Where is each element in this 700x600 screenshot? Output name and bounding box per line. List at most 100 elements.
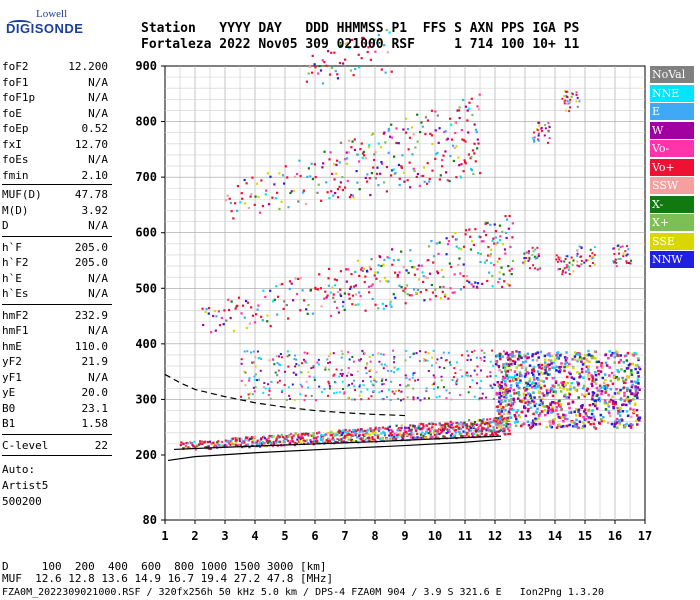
echo-point [452, 435, 455, 438]
echo-point [528, 267, 531, 270]
echo-point [250, 306, 253, 309]
echo-point [470, 97, 473, 100]
echo-point [501, 355, 504, 358]
echo-point [341, 380, 344, 383]
echo-point [576, 96, 579, 99]
echo-point [541, 372, 545, 376]
echo-point [237, 437, 240, 440]
echo-point [497, 423, 501, 427]
echo-point [479, 424, 482, 427]
echo-point [372, 390, 375, 393]
echo-point [504, 385, 507, 388]
echo-point [546, 411, 550, 415]
echo-point [628, 424, 631, 428]
echo-point [391, 169, 394, 172]
echo-point [528, 379, 531, 383]
echo-point [582, 415, 585, 419]
echo-point [391, 390, 394, 393]
echo-point [555, 426, 559, 429]
echo-point [425, 289, 428, 292]
echo-point [473, 369, 476, 372]
echo-point [551, 376, 555, 380]
echo-point [338, 391, 341, 394]
echo-point [394, 171, 397, 175]
echo-point [623, 394, 626, 397]
param-b0: B0 23.1 [2, 402, 108, 416]
echo-point [612, 405, 615, 409]
header-values: Fortaleza 2022 Nov05 309 021000 RSF 1 71… [141, 37, 580, 52]
echo-point [417, 264, 420, 267]
echo-point [500, 399, 503, 402]
echo-point [504, 366, 507, 369]
echo-point [353, 138, 356, 141]
echo-point [411, 153, 414, 156]
echo-point [418, 423, 421, 426]
echo-point [336, 433, 339, 436]
echo-point [578, 412, 582, 416]
echo-point [362, 439, 366, 443]
echo-point [575, 91, 578, 94]
echo-point [348, 429, 351, 432]
echo-point [358, 385, 361, 388]
echo-point [330, 172, 334, 176]
echo-point [468, 419, 471, 422]
echo-point [346, 435, 349, 439]
echo-point [266, 320, 269, 323]
echo-point [608, 411, 611, 415]
echo-point [501, 285, 504, 289]
echo-point [587, 416, 591, 419]
echo-point [308, 65, 311, 68]
echo-point [512, 408, 515, 412]
echo-point [605, 364, 609, 367]
echo-point [310, 71, 314, 74]
param-label: foEp [2, 122, 29, 135]
echo-point [543, 408, 547, 412]
echo-point [416, 432, 419, 435]
echo-point [545, 389, 549, 392]
echo-point [398, 177, 401, 180]
echo-point [427, 369, 430, 372]
echo-point [549, 419, 552, 423]
echo-point [400, 250, 403, 253]
echo-point [440, 428, 443, 432]
echo-point [583, 261, 586, 264]
echo-point [619, 257, 622, 260]
echo-point [376, 271, 379, 274]
echo-point [425, 390, 428, 393]
echo-point [473, 349, 476, 352]
y-tick-label: 500 [135, 281, 157, 295]
echo-point [621, 409, 625, 413]
echo-point [304, 432, 308, 435]
echo-point [622, 381, 626, 385]
echo-point [584, 393, 587, 397]
echo-point [332, 432, 335, 435]
echo-point [379, 146, 383, 149]
echo-point [343, 391, 346, 394]
echo-point [503, 248, 507, 251]
echo-point [294, 277, 297, 280]
echo-point [617, 257, 620, 260]
echo-point [309, 288, 313, 292]
echo-point [293, 398, 296, 401]
echo-point [321, 59, 324, 62]
echo-point [314, 287, 317, 291]
echo-point [236, 184, 240, 188]
echo-point [460, 248, 463, 251]
echo-point [332, 352, 335, 355]
echo-point [633, 380, 636, 383]
echo-point [431, 383, 434, 386]
echo-point [604, 389, 608, 392]
echo-point [507, 410, 511, 413]
echo-point [336, 290, 340, 294]
echo-point [513, 414, 517, 417]
echo-point [511, 222, 514, 225]
echo-point [315, 437, 318, 440]
echo-point [290, 440, 293, 443]
echo-point [393, 371, 396, 374]
echo-point [363, 280, 366, 284]
echo-point [451, 291, 454, 294]
echo-point [245, 182, 248, 185]
param-value: N/A [88, 75, 108, 89]
echo-point [633, 352, 637, 355]
param-he: h`E N/A [2, 272, 108, 286]
